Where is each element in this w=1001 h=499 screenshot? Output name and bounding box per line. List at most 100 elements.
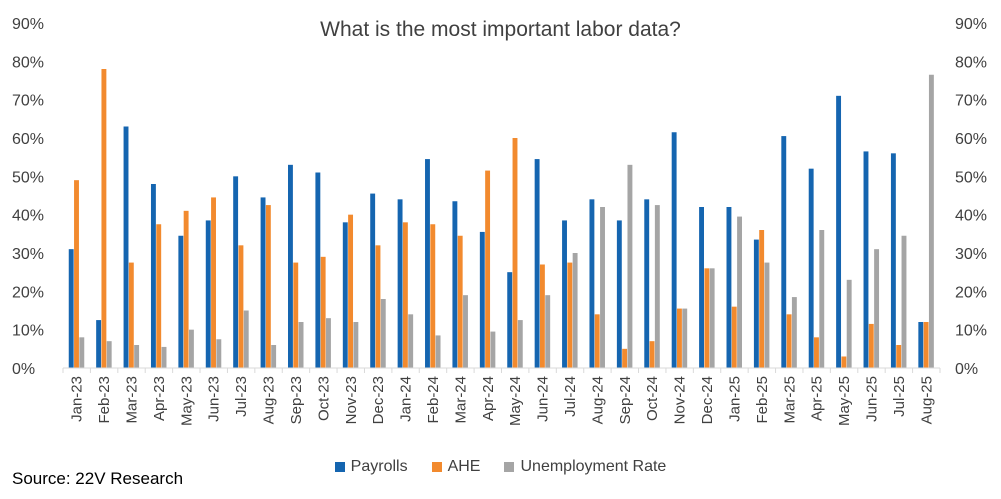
bar-payrolls	[836, 95, 842, 368]
y-tick-label-left: 50%	[12, 169, 44, 186]
bar-ahe	[896, 345, 902, 368]
bar-ahe	[676, 308, 682, 368]
bar-ahe	[594, 314, 600, 368]
x-tick-label: Apr-24	[480, 376, 497, 421]
source-note: Source: 22V Research	[12, 469, 184, 488]
y-tick-label-left: 30%	[12, 246, 44, 263]
bar-payrolls	[671, 132, 677, 368]
bar-payrolls	[863, 151, 869, 368]
x-tick-label: Oct-24	[644, 376, 661, 421]
bar-ahe	[211, 197, 216, 368]
legend-item-ahe: AHE	[431, 458, 481, 476]
x-tick-label: Dec-24	[699, 376, 716, 424]
x-tick-label: Jun-24	[535, 376, 552, 422]
bar-payrolls	[205, 220, 211, 368]
bar-payrolls	[96, 320, 102, 368]
x-tick-label: Mar-24	[452, 376, 469, 424]
x-tick-label: Nov-23	[343, 376, 360, 424]
bar-payrolls	[726, 207, 732, 368]
bar-unemployment-rate	[627, 164, 633, 368]
bar-payrolls	[178, 235, 184, 368]
bar-unemployment-rate	[380, 299, 386, 368]
bar-ahe	[402, 222, 408, 368]
y-tick-label-right: 70%	[955, 93, 987, 110]
legend-label-payrolls: Payrolls	[350, 458, 408, 475]
x-tick-label: Mar-25	[781, 376, 798, 424]
bar-ahe	[183, 210, 189, 368]
legend-swatch-ahe	[431, 462, 442, 472]
bar-ahe	[293, 262, 299, 368]
bar-payrolls	[425, 159, 430, 368]
bar-unemployment-rate	[79, 337, 85, 368]
bar-ahe	[101, 69, 107, 368]
bar-payrolls	[753, 239, 759, 368]
bar-unemployment-rate	[463, 295, 468, 368]
bar-ahe	[156, 224, 162, 368]
bar-payrolls	[342, 222, 348, 368]
y-tick-label-right: 30%	[955, 246, 987, 263]
bar-unemployment-rate	[188, 329, 194, 368]
x-tick-label: Apr-25	[809, 376, 826, 421]
bar-unemployment-rate	[517, 320, 523, 368]
legend-item-payrolls: Payrolls	[334, 458, 408, 476]
x-tick-label: Jul-23	[233, 376, 250, 417]
y-tick-label-left: 40%	[12, 208, 44, 225]
bar-unemployment-rate	[353, 322, 359, 368]
bar-unemployment-rate	[572, 253, 578, 368]
bar-ahe	[485, 170, 491, 368]
x-tick-label: Sep-23	[288, 376, 305, 424]
x-tick-label: May-23	[178, 376, 195, 426]
x-tick-label: Oct-23	[315, 376, 332, 421]
bar-payrolls	[918, 322, 924, 368]
bar-payrolls	[150, 184, 156, 368]
x-tick-label: Dec-23	[370, 376, 387, 424]
bar-payrolls	[260, 197, 266, 368]
legend: Payrolls AHE Unemployment Rate	[0, 458, 1001, 476]
bar-unemployment-rate	[682, 308, 688, 368]
y-tick-label-left: 10%	[12, 323, 44, 340]
bar-ahe	[238, 245, 244, 368]
bar-unemployment-rate	[298, 322, 304, 368]
x-tick-label: Jan-25	[726, 376, 743, 422]
bar-unemployment-rate	[216, 339, 222, 368]
y-tick-label-right: 40%	[955, 208, 987, 225]
y-tick-label-right: 90%	[955, 16, 987, 33]
legend-label-ahe: AHE	[447, 458, 481, 475]
legend-swatch-unemployment-rate	[504, 462, 515, 472]
x-tick-label: Aug-25	[918, 376, 935, 424]
bar-unemployment-rate	[819, 230, 825, 368]
x-tick-label: Aug-24	[589, 376, 606, 424]
x-tick-label: Apr-23	[151, 376, 168, 421]
legend-swatch-payrolls	[334, 462, 345, 472]
bar-unemployment-rate	[435, 335, 441, 368]
bar-unemployment-rate	[654, 205, 660, 368]
bar-unemployment-rate	[161, 346, 167, 368]
bar-unemployment-rate	[874, 249, 880, 368]
y-tick-label-left: 70%	[12, 93, 44, 110]
bar-payrolls	[397, 199, 403, 368]
x-tick-label: Jan-23	[69, 376, 86, 422]
bar-unemployment-rate	[271, 345, 277, 368]
bar-payrolls	[781, 136, 787, 368]
y-tick-label-right: 10%	[955, 323, 987, 340]
y-tick-label-left: 60%	[12, 131, 44, 148]
x-tick-label: May-24	[507, 376, 524, 426]
chart-title: What is the most important labor data?	[320, 18, 681, 41]
bar-payrolls	[452, 201, 458, 368]
bar-payrolls	[699, 207, 704, 368]
bar-unemployment-rate	[600, 207, 605, 368]
bar-unemployment-rate	[928, 74, 934, 368]
bar-ahe	[567, 262, 573, 368]
bar-payrolls	[890, 153, 896, 368]
bar-ahe	[731, 306, 737, 368]
bar-ahe	[128, 262, 134, 368]
bar-ahe	[786, 314, 792, 368]
bar-ahe	[622, 348, 628, 368]
x-tick-label: May-25	[836, 376, 853, 426]
bar-ahe	[649, 341, 655, 368]
x-tick-label: Jun-23	[206, 376, 223, 422]
bar-unemployment-rate	[106, 341, 112, 368]
legend-label-unemployment-rate: Unemployment Rate	[520, 458, 667, 475]
bar-unemployment-rate	[243, 310, 249, 368]
